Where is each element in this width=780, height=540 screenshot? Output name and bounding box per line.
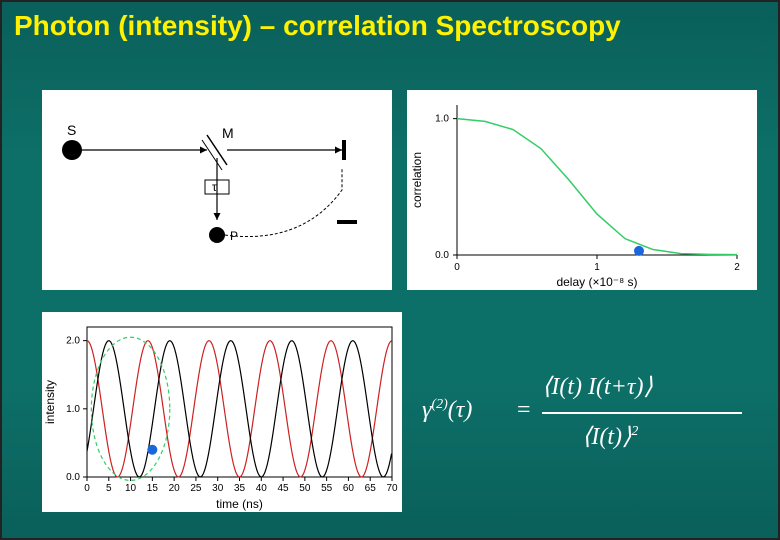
formula-lhs: γ(2)(τ): [422, 397, 472, 424]
svg-text:intensity: intensity: [43, 380, 57, 424]
svg-text:45: 45: [278, 483, 290, 494]
svg-text:time (ns): time (ns): [216, 497, 263, 511]
svg-text:0: 0: [84, 483, 90, 494]
formula-eq: =: [517, 397, 531, 424]
svg-text:70: 70: [386, 483, 398, 494]
svg-text:2: 2: [734, 262, 740, 273]
svg-text:1: 1: [594, 262, 600, 273]
correlation-panel: 0 1 2 0.0 1.0 delay (×10⁻⁸ s) correlation: [407, 90, 757, 290]
label-S: S: [67, 122, 76, 138]
svg-text:20: 20: [169, 483, 181, 494]
svg-text:10: 10: [125, 483, 137, 494]
svg-text:correlation: correlation: [410, 152, 424, 208]
svg-text:0.0: 0.0: [435, 250, 449, 261]
label-tau: τ: [212, 180, 217, 194]
formula-den: ⟨I(t)⟩2: [582, 422, 638, 451]
svg-text:0.0: 0.0: [66, 472, 80, 483]
formula-bar: [542, 412, 742, 414]
svg-text:delay (×10⁻⁸ s): delay (×10⁻⁸ s): [556, 275, 637, 289]
formula: γ(2)(τ) = ⟨I(t) I(t+τ)⟩ ⟨I(t)⟩2: [422, 362, 752, 462]
correlation-chart: 0 1 2 0.0 1.0 delay (×10⁻⁸ s) correlation: [407, 90, 757, 290]
svg-text:30: 30: [212, 483, 224, 494]
svg-text:50: 50: [299, 483, 311, 494]
svg-text:65: 65: [365, 483, 377, 494]
svg-text:55: 55: [321, 483, 333, 494]
svg-text:35: 35: [234, 483, 246, 494]
schematic-svg: S M τ P: [42, 90, 392, 290]
intensity-panel: 0 5 10 15 20 25 30 35 40 45 50 55 60 65 70 0.0 1.0 2.0 tim…: [42, 312, 402, 512]
svg-text:1.0: 1.0: [435, 114, 449, 125]
svg-text:5: 5: [106, 483, 112, 494]
svg-text:60: 60: [343, 483, 355, 494]
svg-text:1.0: 1.0: [66, 404, 80, 415]
svg-text:25: 25: [190, 483, 202, 494]
svg-text:2.0: 2.0: [66, 336, 80, 347]
page-title: Photon (intensity) – correlation Spectro…: [2, 2, 778, 50]
label-M: M: [222, 125, 234, 141]
intensity-chart: 0 5 10 15 20 25 30 35 40 45 50 55 60 65 70 0.0 1.0 2.0 tim…: [42, 312, 402, 512]
svg-text:40: 40: [256, 483, 268, 494]
svg-text:0: 0: [454, 262, 460, 273]
formula-num: ⟨I(t) I(t+τ)⟩: [542, 372, 653, 401]
svg-text:15: 15: [147, 483, 159, 494]
schematic-panel: S M τ P: [42, 90, 392, 290]
